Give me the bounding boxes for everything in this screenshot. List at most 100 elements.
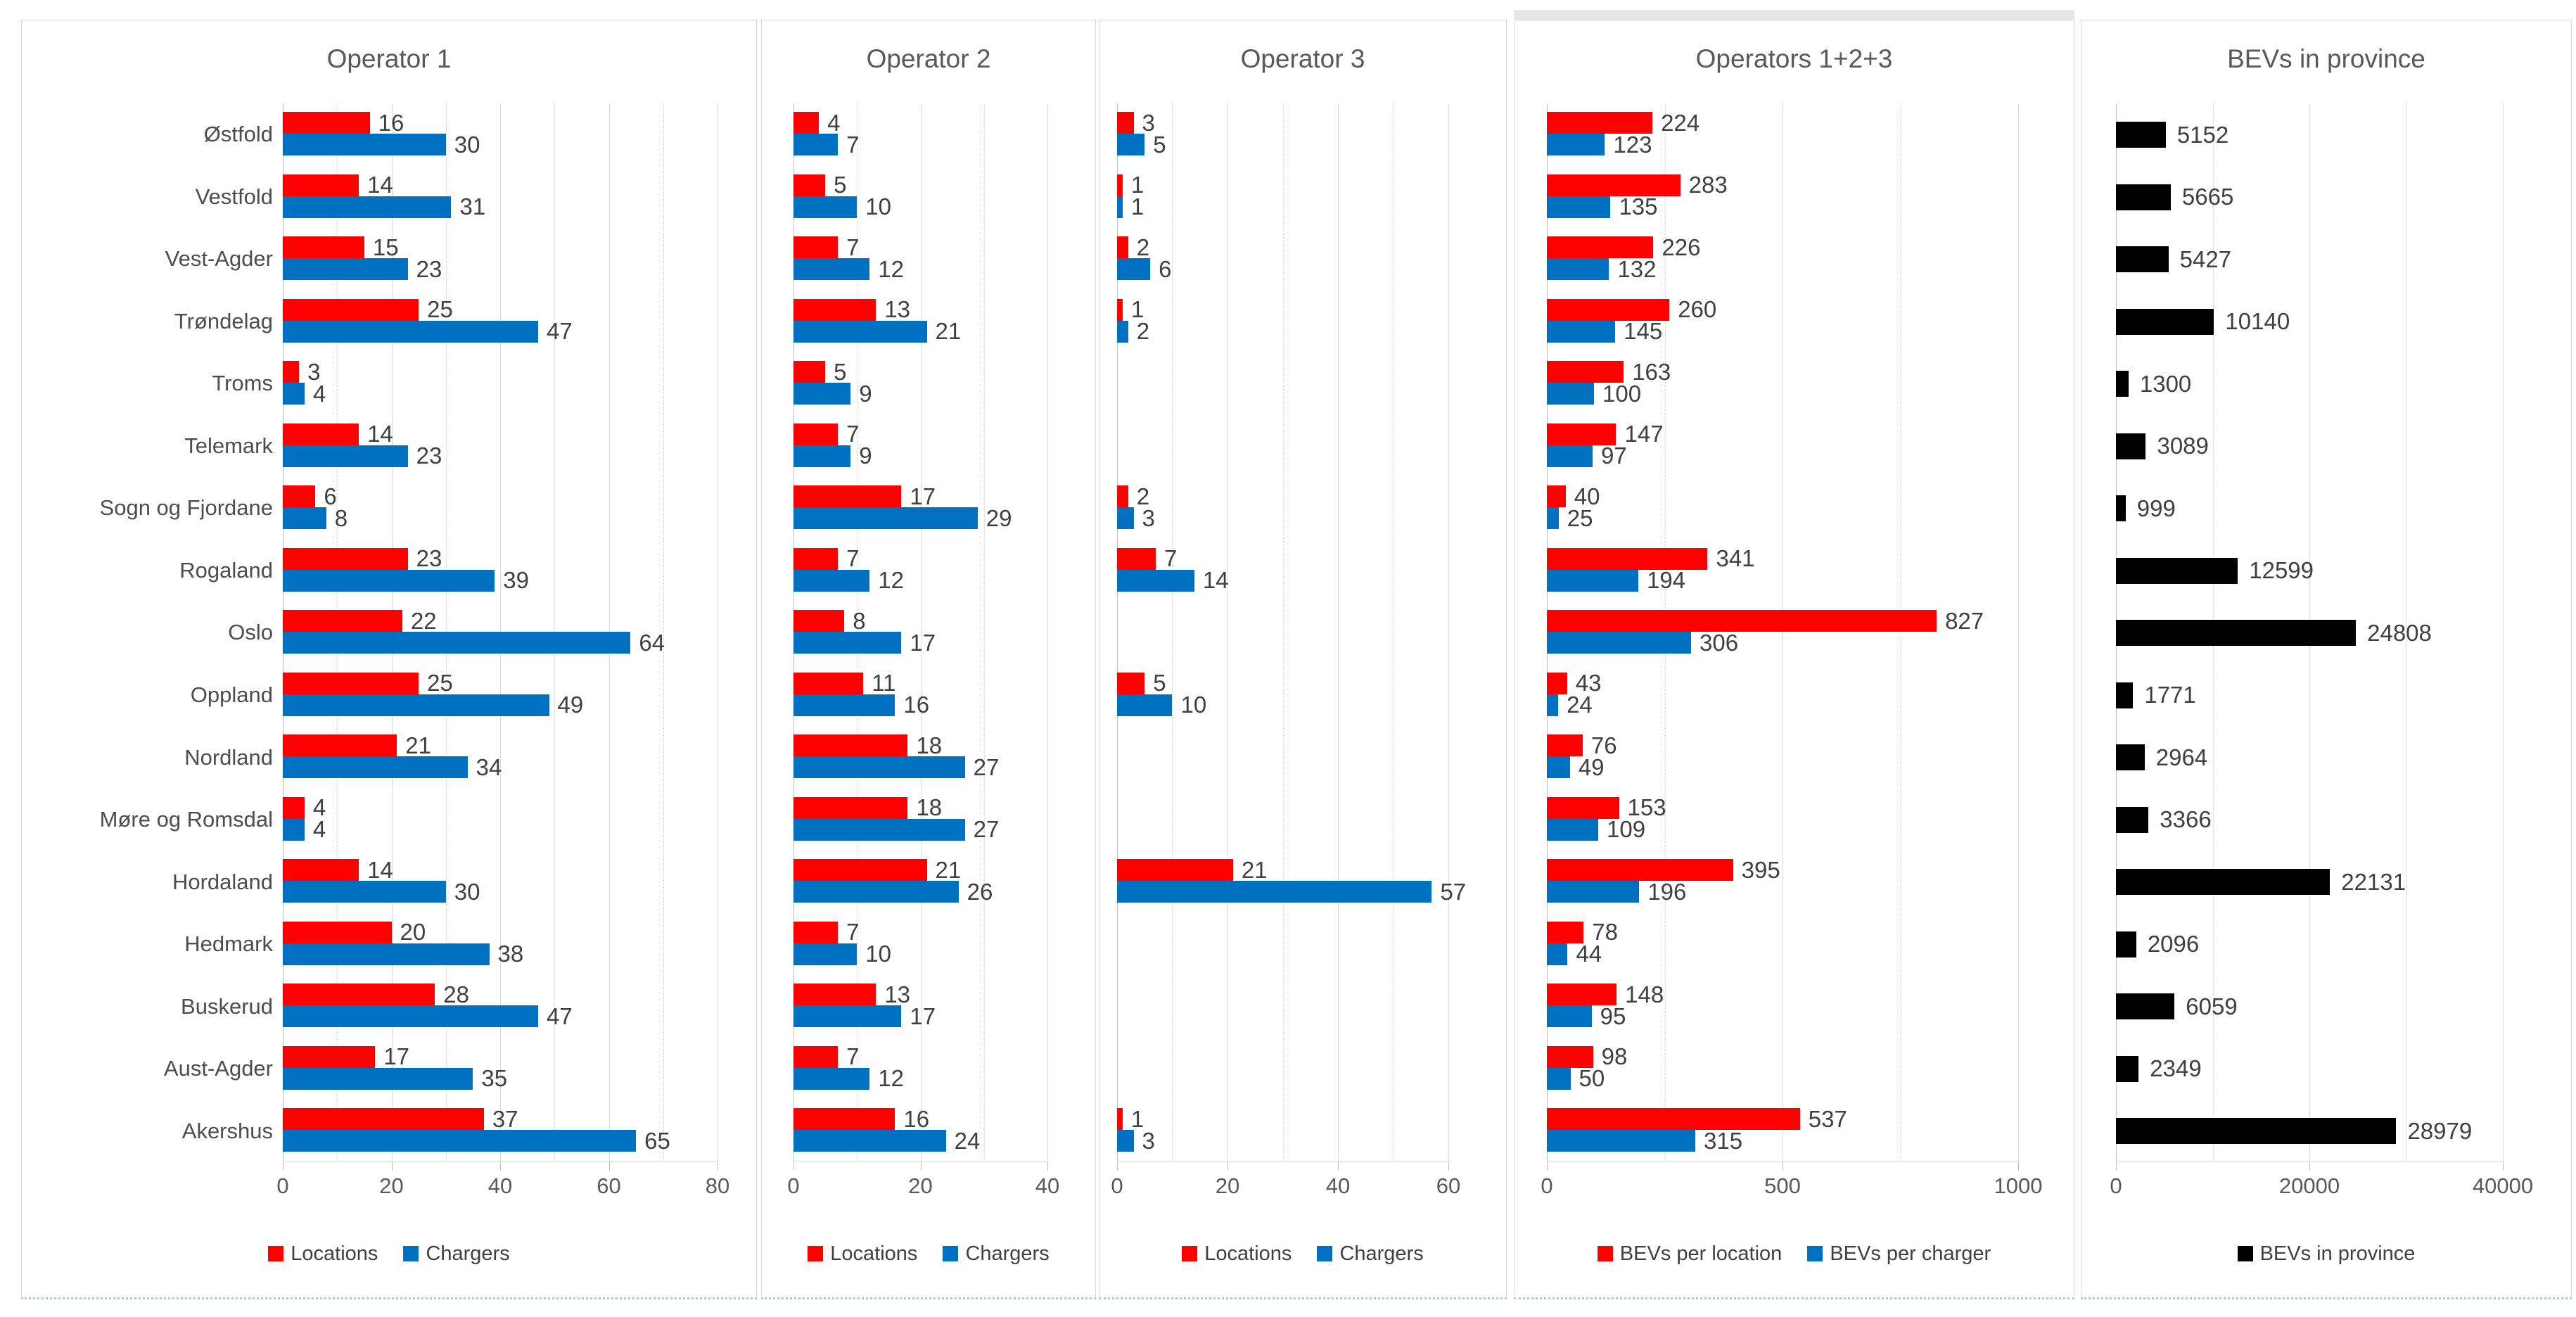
bar-bevs-in-province	[2116, 184, 2171, 210]
category-label: Hordaland	[172, 869, 273, 894]
bar-bevs-per-location	[1547, 174, 1681, 196]
value-label: 24808	[2367, 619, 2432, 646]
value-label: 2	[1136, 234, 1150, 260]
value-label: 4	[827, 109, 841, 136]
bar-locations	[283, 236, 364, 259]
bar-locations	[283, 423, 359, 445]
value-label: 145	[1624, 318, 1663, 345]
legend-item: Locations	[808, 1242, 917, 1266]
legend: Locations Chargers	[1099, 1236, 1506, 1271]
bar-bevs-per-location	[1547, 547, 1708, 570]
value-label: 12599	[2249, 557, 2314, 584]
legend-label: BEVs in province	[2259, 1242, 2416, 1265]
value-label: 24	[1567, 692, 1593, 718]
axis-tick-label: 1000	[1994, 1173, 2043, 1198]
value-label: 30	[454, 131, 480, 158]
value-label: 49	[1578, 753, 1605, 780]
bar-chargers	[793, 569, 870, 592]
value-label: 25	[427, 670, 453, 696]
gridline	[1337, 103, 1339, 1162]
value-label: 2096	[2147, 931, 2200, 957]
bar-chargers	[283, 818, 305, 841]
bar-bevs-per-charger	[1547, 1130, 1696, 1152]
axis-tick-label: 0	[1541, 1173, 1553, 1198]
legend: BEVs per location BEVs per charger	[1515, 1236, 2074, 1271]
bar-locations	[283, 921, 392, 943]
value-label: 100	[1602, 380, 1642, 407]
value-label: 16	[903, 692, 930, 718]
bar-locations	[283, 796, 305, 819]
axis-tick	[793, 1162, 794, 1171]
bar-locations	[793, 485, 902, 508]
bar-locations	[283, 298, 419, 321]
value-label: 6	[1159, 255, 1172, 282]
value-label: 7	[1163, 545, 1178, 572]
value-label: 1	[1130, 1105, 1144, 1132]
value-label: 1300	[2139, 370, 2192, 397]
bar-chargers	[283, 632, 631, 654]
bar-chargers	[793, 383, 851, 405]
value-label: 78	[1592, 919, 1618, 946]
bar-locations	[283, 485, 316, 508]
bar-locations	[283, 984, 435, 1006]
value-label: 14	[367, 172, 393, 198]
value-label: 153	[1627, 794, 1666, 821]
bar-chargers	[1117, 569, 1194, 592]
value-label: 196	[1647, 878, 1687, 905]
value-label: 50	[1579, 1065, 1605, 1092]
value-label: 24	[954, 1127, 981, 1154]
axis-tick-label: 20	[908, 1173, 933, 1198]
value-label: 22131	[2341, 868, 2406, 895]
legend-item: Chargers	[1317, 1242, 1424, 1266]
plot-area: 0 20 40 60 3 5 1 1 2 6 1 2 2 3 7 14 5 10 21 57 1 3	[1111, 103, 1466, 1198]
value-label: 25	[1567, 504, 1593, 531]
axis-tick	[500, 1162, 501, 1171]
bar-chargers	[1117, 507, 1134, 530]
bar-chargers	[793, 694, 895, 716]
axis-tick	[608, 1162, 610, 1171]
value-label: 21	[935, 856, 962, 883]
value-label: 14	[1202, 567, 1229, 594]
bar-chargers	[283, 320, 539, 343]
value-label: 76	[1590, 732, 1617, 758]
category-label: Vestfold	[195, 184, 273, 209]
bar-locations	[283, 610, 402, 632]
bar-locations	[283, 1045, 376, 1068]
bar-bevs-per-charger	[1547, 1005, 1592, 1028]
category-label: Rogaland	[179, 557, 273, 583]
legend-label: Chargers	[426, 1242, 510, 1265]
category-label: Oppland	[190, 682, 273, 707]
bar-chargers	[283, 507, 326, 530]
value-label: 306	[1700, 629, 1739, 656]
value-label: 10140	[2225, 308, 2290, 335]
value-label: 10	[865, 193, 891, 220]
bar-bevs-in-province	[2116, 869, 2330, 896]
bar-locations	[793, 921, 839, 943]
value-label: 39	[503, 567, 529, 594]
panel-title: Operator 1	[326, 44, 452, 73]
value-label: 224	[1661, 109, 1700, 136]
bar-chargers	[283, 196, 452, 218]
bar-bevs-per-charger	[1547, 383, 1594, 405]
value-label: 27	[973, 816, 1000, 843]
value-label: 827	[1945, 607, 1984, 634]
bar-locations	[1117, 236, 1128, 259]
value-label: 31	[459, 193, 486, 220]
bar-chargers	[793, 134, 839, 155]
axis-tick	[391, 1162, 393, 1171]
value-label: 5	[1153, 131, 1166, 158]
value-label: 3	[1142, 504, 1155, 531]
value-label: 7	[846, 131, 860, 158]
bar-chargers	[1117, 258, 1151, 281]
legend-label: Locations	[1204, 1242, 1292, 1265]
value-label: 5152	[2176, 121, 2229, 148]
legend: BEVs in province	[2081, 1236, 2571, 1271]
bar-locations	[793, 423, 839, 445]
bar-chargers	[1117, 320, 1128, 343]
value-label: 16	[378, 109, 404, 136]
value-label: 6059	[2186, 993, 2238, 1019]
bar-bevs-in-province	[2116, 122, 2166, 148]
value-label: 44	[1576, 941, 1602, 967]
axis-tick-label: 40000	[2472, 1173, 2534, 1198]
value-label: 5	[834, 172, 847, 198]
